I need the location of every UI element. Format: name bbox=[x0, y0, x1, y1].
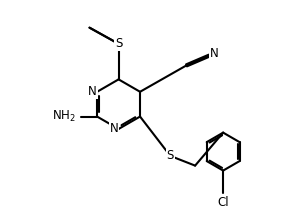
Text: Cl: Cl bbox=[217, 196, 229, 209]
Text: S: S bbox=[167, 149, 174, 162]
Text: S: S bbox=[115, 37, 122, 50]
Text: NH$_2$: NH$_2$ bbox=[52, 109, 76, 124]
Text: N: N bbox=[88, 85, 97, 98]
Text: N: N bbox=[109, 123, 118, 135]
Text: N: N bbox=[210, 47, 219, 60]
